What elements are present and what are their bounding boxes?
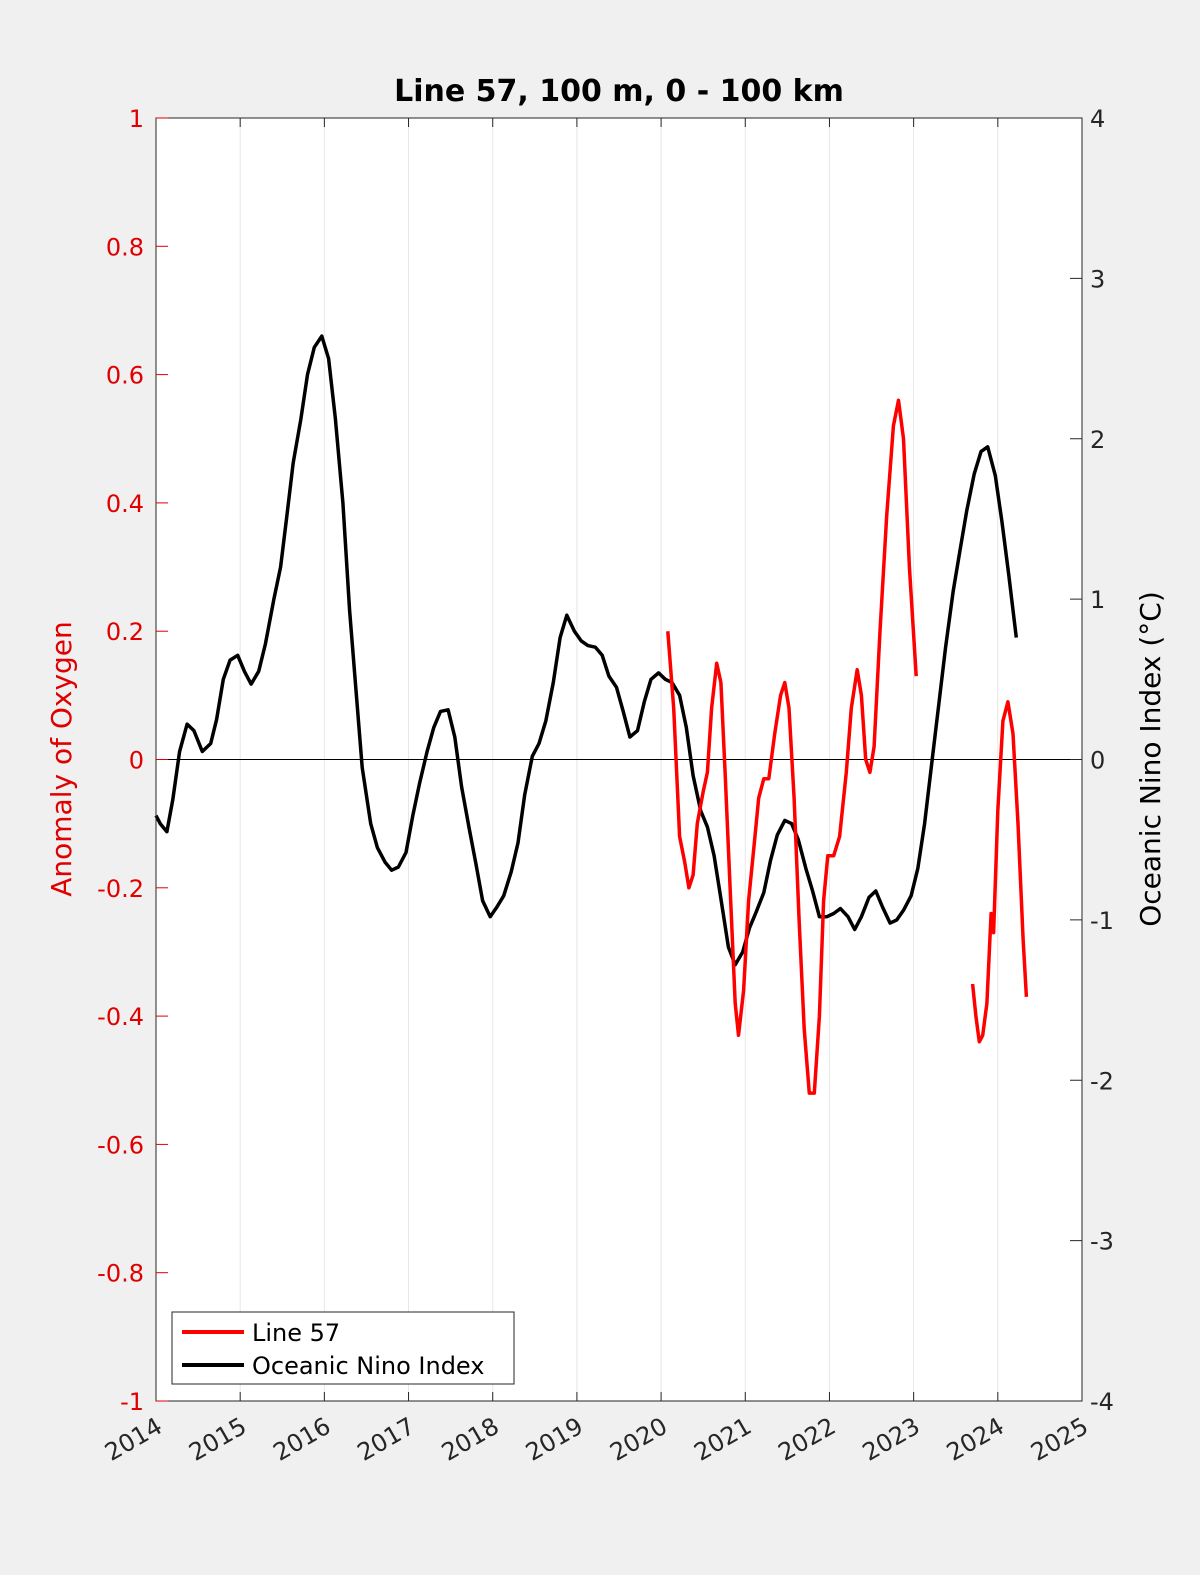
y-tick-label-right: -2	[1090, 1067, 1114, 1095]
y-tick-label-left: 1	[129, 105, 144, 133]
y-tick-label-left: 0.8	[106, 233, 144, 261]
x-tick-label: 2019	[521, 1412, 588, 1467]
series-oceanic-nino-index-line	[154, 334, 1019, 967]
x-tick-label: 2020	[605, 1412, 672, 1467]
series-group	[154, 334, 1029, 1095]
y-tick-label-left: -1	[120, 1388, 144, 1416]
y-tick-label-right: 4	[1090, 105, 1105, 133]
series-line57-segment-1	[666, 398, 918, 1095]
x-tick-label: 2023	[858, 1412, 925, 1467]
x-tick-label: 2017	[353, 1412, 420, 1467]
y-tick-label-left: 0.2	[106, 618, 144, 646]
x-tick-label: 2016	[268, 1412, 335, 1467]
y-tick-label-right: 1	[1090, 586, 1105, 614]
y-tick-label-left: 0.6	[106, 362, 144, 390]
legend-box	[171, 1311, 515, 1385]
x-tick-label: 2015	[184, 1412, 251, 1467]
legend-label-oni: Oceanic Nino Index	[252, 1352, 484, 1380]
y-tick-label-right: -4	[1090, 1388, 1114, 1416]
x-tick-label: 2021	[689, 1412, 756, 1467]
legend: Line 57 Oceanic Nino Index	[171, 1311, 515, 1385]
y-tick-label-left: -0.4	[97, 1003, 144, 1031]
x-tick-label: 2014	[100, 1412, 167, 1467]
right-axis-label: Oceanic Nino Index (°C)	[1134, 591, 1167, 927]
y-tick-label-right: 0	[1090, 747, 1105, 775]
legend-label-line57: Line 57	[252, 1319, 340, 1347]
y-tick-label-right: -3	[1090, 1228, 1114, 1256]
x-tick-label: 2024	[942, 1412, 1009, 1467]
chart-title: Line 57, 100 m, 0 - 100 km	[394, 74, 844, 109]
y-tick-label-left: -0.8	[97, 1260, 144, 1288]
y-tick-label-left: 0	[129, 747, 144, 775]
left-axis-label: Anomaly of Oxygen	[45, 621, 78, 897]
y-tick-label-right: -1	[1090, 907, 1114, 935]
x-tick-label: 2022	[774, 1412, 841, 1467]
y-tick-label-left: -0.6	[97, 1131, 144, 1159]
series-line57-segment-2	[970, 700, 1029, 1044]
x-tick-label: 2025	[1026, 1412, 1093, 1467]
y-tick-label-left: -0.2	[97, 875, 144, 903]
x-tick-label: 2018	[437, 1412, 504, 1467]
y-tick-label-right: 3	[1090, 265, 1105, 293]
y-tick-label-left: 0.4	[106, 490, 144, 518]
y-tick-label-right: 2	[1090, 426, 1105, 454]
